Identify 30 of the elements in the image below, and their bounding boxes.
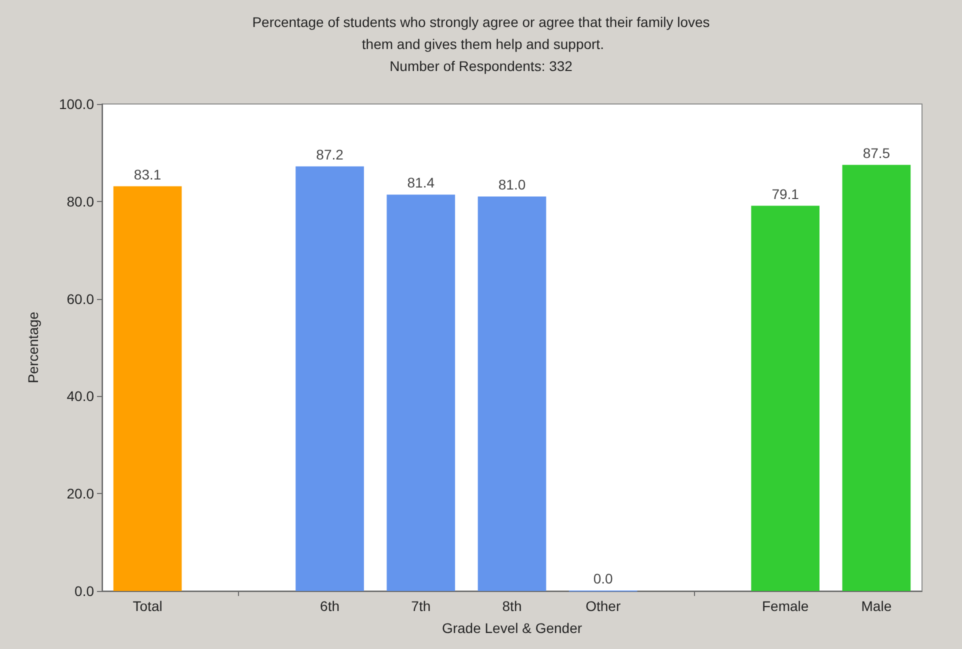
- chart-title: Percentage of students who strongly agree or agree that their family loves them and gives them help and support.: [252, 14, 710, 52]
- y-tick-label: 0.0: [74, 583, 94, 599]
- x-tick-label: 7th: [411, 598, 431, 614]
- bar: [751, 206, 820, 591]
- y-tick-label: 100.0: [58, 96, 94, 112]
- bar: [478, 196, 546, 591]
- bar: [842, 164, 911, 591]
- data-label: 83.1: [134, 166, 162, 182]
- x-tick-label: Other: [586, 598, 621, 614]
- x-tick-label: Female: [762, 598, 809, 614]
- bar: [296, 166, 364, 591]
- y-tick-label: 60.0: [66, 290, 94, 307]
- x-tick-label: Total: [132, 598, 162, 614]
- x-tick-label: Male: [861, 598, 892, 614]
- data-label: 87.5: [862, 144, 890, 161]
- data-label: 0.0: [593, 570, 614, 586]
- y-tick-label: 80.0: [66, 193, 94, 210]
- data-label: 87.2: [316, 146, 344, 162]
- bar: [386, 194, 456, 591]
- x-tick-label: 6th: [320, 598, 340, 614]
- y-axis-title: Percentage: [25, 311, 41, 384]
- bar: [113, 186, 182, 591]
- y-tick-label: 20.0: [66, 486, 94, 502]
- x-tick-label: 8th: [502, 598, 522, 614]
- data-label: 81.4: [407, 174, 435, 191]
- chart-subtitle: Number of Respondents: 332: [390, 58, 573, 74]
- data-label: 81.0: [498, 176, 526, 193]
- y-tick-label: 40.0: [66, 388, 94, 404]
- data-label: 79.1: [772, 186, 800, 202]
- x-axis-title: Grade Level & Gender: [442, 620, 582, 636]
